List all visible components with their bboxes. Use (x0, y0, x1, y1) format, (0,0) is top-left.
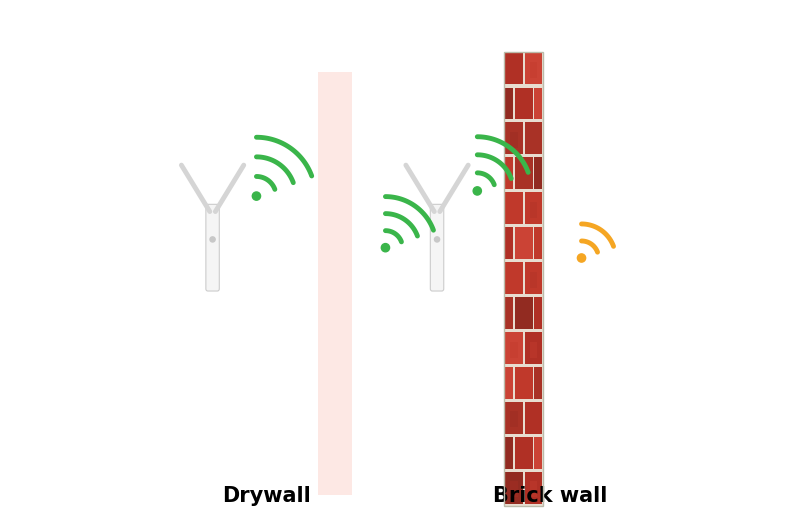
Bar (525, 122, 542, 154)
Bar (511, 132, 517, 148)
Circle shape (577, 254, 586, 262)
Bar (534, 88, 542, 119)
Bar (515, 88, 533, 119)
Circle shape (210, 237, 215, 242)
Bar (534, 157, 542, 189)
FancyBboxPatch shape (206, 204, 220, 291)
Circle shape (382, 244, 390, 252)
Bar (525, 192, 542, 224)
Bar (504, 52, 543, 506)
Bar (515, 297, 533, 329)
Bar (534, 437, 542, 469)
Text: Brick wall: Brick wall (493, 486, 608, 506)
Bar (505, 262, 523, 294)
Bar (515, 367, 533, 399)
Bar (511, 411, 517, 427)
Circle shape (434, 237, 440, 242)
Bar (515, 157, 533, 189)
Bar (530, 342, 537, 358)
Bar (511, 481, 517, 497)
Text: Drywall: Drywall (223, 486, 312, 506)
Bar (515, 437, 533, 469)
Bar (534, 227, 542, 259)
Bar (504, 157, 512, 189)
FancyBboxPatch shape (430, 204, 444, 291)
Bar (505, 53, 523, 85)
Circle shape (253, 192, 261, 200)
Bar (525, 332, 542, 364)
Bar (525, 53, 542, 85)
Bar (504, 437, 512, 469)
Bar (511, 342, 517, 358)
Bar (534, 297, 542, 329)
Bar (530, 481, 537, 497)
Bar (525, 262, 542, 294)
Bar (504, 297, 512, 329)
Bar (525, 472, 542, 504)
Bar (530, 62, 537, 78)
Bar (504, 367, 512, 399)
Bar (534, 367, 542, 399)
Bar (505, 402, 523, 434)
Bar (505, 122, 523, 154)
Bar (530, 202, 537, 218)
Bar (515, 227, 533, 259)
Bar (525, 402, 542, 434)
Bar (504, 227, 512, 259)
Bar (530, 272, 537, 288)
Bar (504, 52, 543, 506)
Bar (504, 88, 512, 119)
Bar (318, 72, 352, 495)
Bar (505, 472, 523, 504)
Bar (505, 332, 523, 364)
Bar (505, 192, 523, 224)
Circle shape (473, 187, 482, 195)
